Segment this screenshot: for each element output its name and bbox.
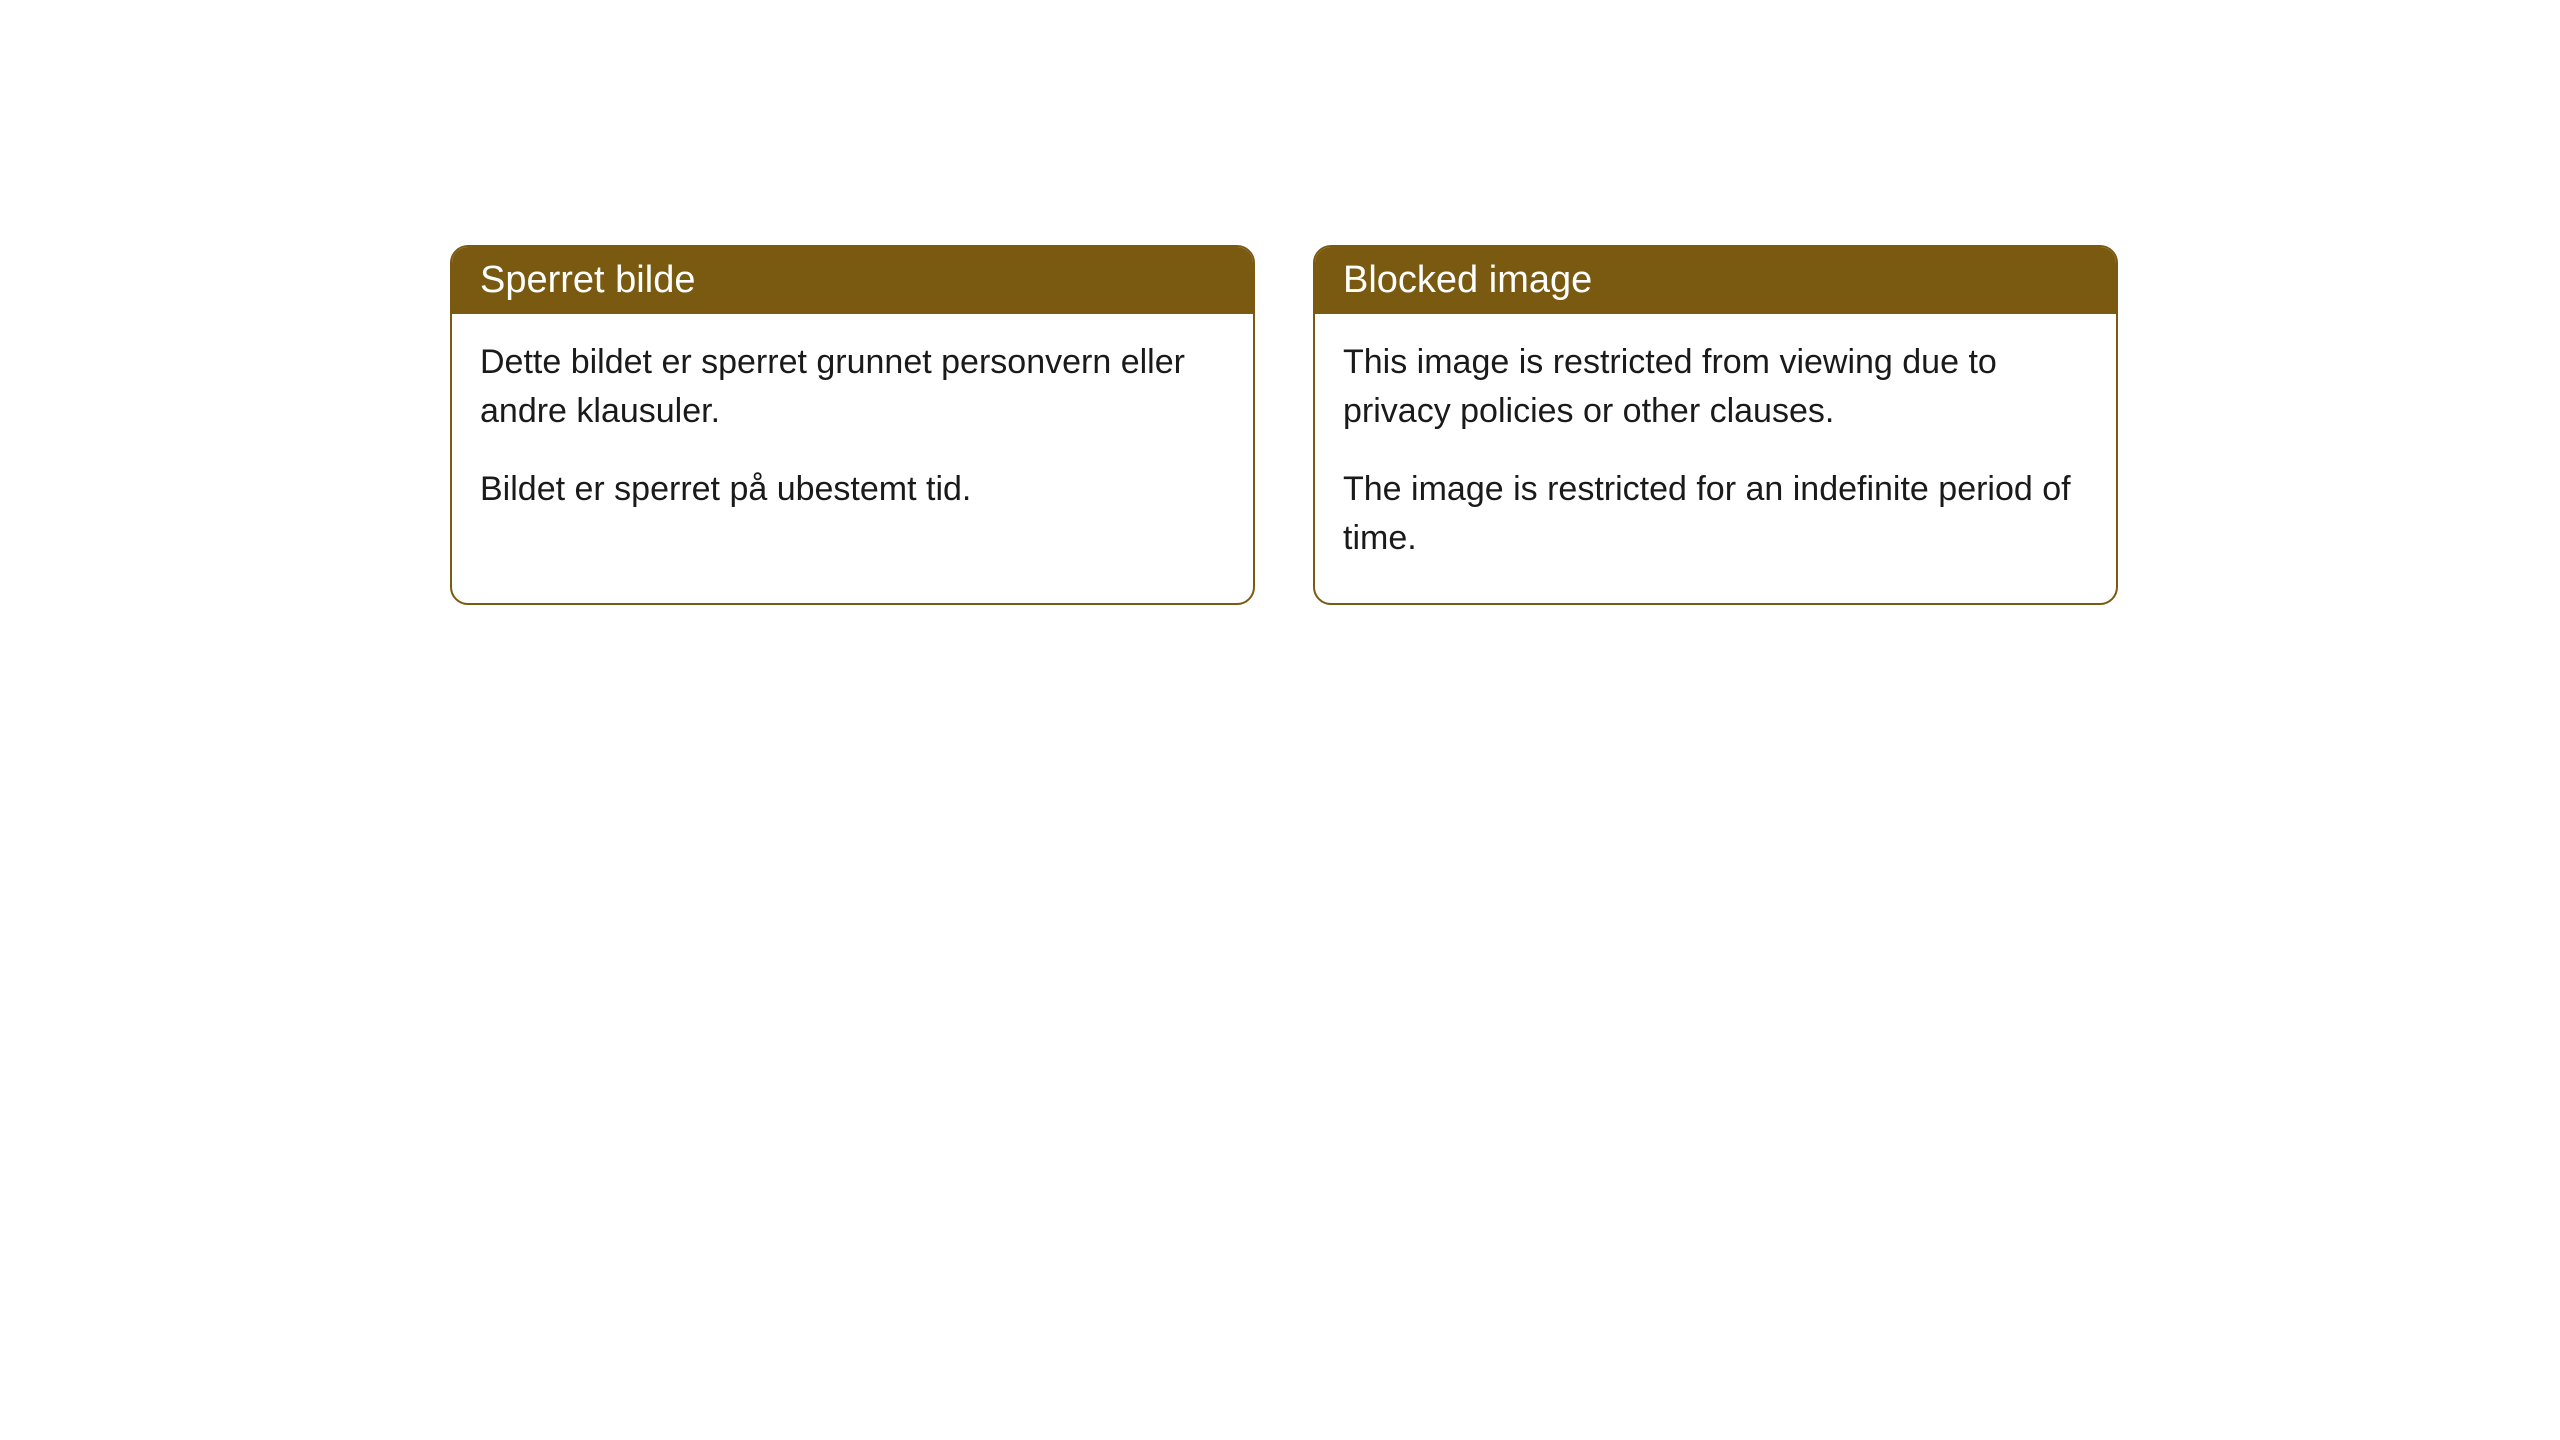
notice-card-norwegian: Sperret bilde Dette bildet er sperret gr…	[450, 245, 1255, 605]
card-body: This image is restricted from viewing du…	[1315, 314, 2116, 603]
card-paragraph: Dette bildet er sperret grunnet personve…	[480, 338, 1225, 437]
notice-container: Sperret bilde Dette bildet er sperret gr…	[450, 245, 2118, 605]
card-body: Dette bildet er sperret grunnet personve…	[452, 314, 1253, 554]
card-paragraph: The image is restricted for an indefinit…	[1343, 465, 2088, 564]
notice-card-english: Blocked image This image is restricted f…	[1313, 245, 2118, 605]
card-paragraph: Bildet er sperret på ubestemt tid.	[480, 465, 1225, 514]
card-header-text: Sperret bilde	[480, 259, 695, 301]
card-header-text: Blocked image	[1343, 259, 1592, 301]
card-header: Sperret bilde	[452, 247, 1253, 314]
card-paragraph: This image is restricted from viewing du…	[1343, 338, 2088, 437]
card-header: Blocked image	[1315, 247, 2116, 314]
